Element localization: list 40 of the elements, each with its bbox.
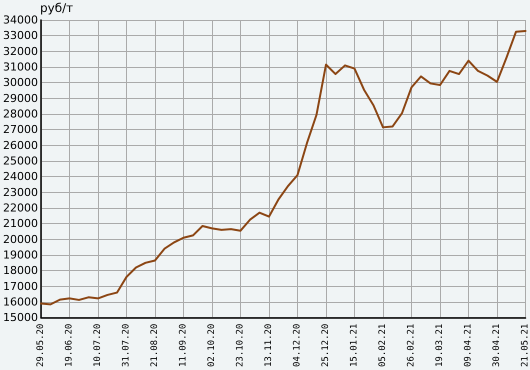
y-tick-label: 24000 bbox=[2, 170, 38, 184]
y-tick-label: 22000 bbox=[2, 201, 38, 214]
y-tick-label: 19000 bbox=[2, 248, 38, 262]
y-tick-label: 16000 bbox=[2, 295, 38, 308]
y-tick-label: 26000 bbox=[2, 138, 38, 152]
y-tick-label: 21000 bbox=[2, 217, 38, 230]
y-tick-label: 33000 bbox=[2, 29, 38, 42]
y-tick-label: 30000 bbox=[2, 76, 38, 90]
y-tick-label: 34000 bbox=[2, 14, 38, 26]
y-tick-label: 27000 bbox=[2, 123, 38, 136]
x-tick-label: 04.12.20 bbox=[292, 324, 302, 368]
y-tick-label: 28000 bbox=[2, 107, 38, 120]
x-tick-label: 19.06.20 bbox=[64, 324, 74, 368]
x-tick-label: 15.01.21 bbox=[349, 324, 360, 368]
y-tick-label: 15000 bbox=[2, 311, 38, 324]
x-tick-label: 31.07.20 bbox=[121, 324, 132, 368]
y-tick-label: 32000 bbox=[2, 44, 38, 58]
x-tick-label: 29.05.20 bbox=[36, 324, 46, 368]
y-tick-label: 31000 bbox=[2, 60, 38, 74]
x-tick-label: 21.05.21 bbox=[520, 324, 530, 368]
y-tick-label: 25000 bbox=[2, 154, 38, 168]
x-tick-label: 26.02.21 bbox=[406, 324, 416, 368]
x-tick-label: 02.10.20 bbox=[206, 324, 217, 368]
y-tick-label: 29000 bbox=[2, 92, 38, 105]
x-tick-label: 21.08.20 bbox=[150, 324, 160, 368]
x-tick-label: 23.10.20 bbox=[235, 324, 246, 368]
line-series bbox=[40, 30, 526, 306]
y-tick-label: 20000 bbox=[2, 232, 38, 246]
y-tick-label: 23000 bbox=[2, 186, 38, 199]
x-tick-label: 05.02.21 bbox=[378, 324, 388, 368]
x-tick-label: 13.11.20 bbox=[264, 324, 274, 368]
x-tick-label: 19.03.21 bbox=[435, 324, 445, 368]
y-tick-label: 17000 bbox=[2, 280, 38, 293]
y-axis-title: руб/т bbox=[40, 1, 74, 15]
x-tick-label: 09.04.21 bbox=[464, 324, 474, 368]
y-tick-label: 18000 bbox=[2, 264, 38, 278]
x-tick-label: 11.09.20 bbox=[178, 324, 188, 368]
x-tick-label: 25.12.20 bbox=[320, 324, 331, 368]
x-tick-label: 10.07.20 bbox=[92, 324, 103, 368]
x-tick-label: 30.04.21 bbox=[492, 324, 502, 368]
